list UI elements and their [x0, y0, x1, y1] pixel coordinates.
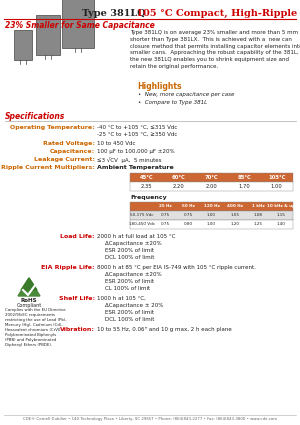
Text: ESR 200% of limit: ESR 200% of limit: [105, 248, 154, 253]
Text: CL 100% of limit: CL 100% of limit: [105, 286, 150, 291]
Text: ΔCapacitance ±20%: ΔCapacitance ±20%: [105, 272, 162, 277]
Text: 2000 h at full load at 105 °C: 2000 h at full load at 105 °C: [97, 234, 176, 239]
Bar: [130, 220, 293, 229]
Text: 1.25: 1.25: [254, 221, 262, 226]
Text: 400 Hz: 400 Hz: [227, 204, 243, 207]
Bar: [130, 182, 293, 191]
Text: 0.75: 0.75: [160, 221, 169, 226]
Text: 0.80: 0.80: [184, 221, 193, 226]
Text: 23% Smaller for Same Capacitance: 23% Smaller for Same Capacitance: [5, 21, 155, 30]
Text: 1.20: 1.20: [230, 221, 239, 226]
Text: 1.70: 1.70: [238, 184, 250, 189]
Text: 1.08: 1.08: [254, 212, 262, 216]
Text: ΔCapacitance ± 20%: ΔCapacitance ± 20%: [105, 303, 164, 308]
Text: Operating Temperature:: Operating Temperature:: [10, 125, 95, 130]
Text: 105 °C Compact, High-Ripple Snap-in: 105 °C Compact, High-Ripple Snap-in: [133, 9, 300, 18]
Bar: [14, 30, 32, 60]
Text: Complies with the EU Directive
2002/95/EC requirements
restricting the use of Le: Complies with the EU Directive 2002/95/E…: [5, 308, 67, 347]
Text: Capacitance:: Capacitance:: [50, 149, 95, 154]
Text: 1.05: 1.05: [230, 212, 239, 216]
Text: 1000 h at 105 °C,: 1000 h at 105 °C,: [97, 296, 146, 301]
Text: ≤3 √CV  μA,  5 minutes: ≤3 √CV μA, 5 minutes: [97, 157, 161, 163]
Text: 50-175 Vdc: 50-175 Vdc: [130, 212, 153, 216]
Text: Specifications: Specifications: [5, 112, 65, 121]
Text: ESR 200% of limit: ESR 200% of limit: [105, 279, 154, 284]
Text: 2.20: 2.20: [173, 184, 185, 189]
Polygon shape: [21, 278, 37, 290]
Text: 1.00: 1.00: [207, 221, 216, 226]
Text: Type 381LQ: Type 381LQ: [82, 9, 146, 18]
Bar: [130, 202, 293, 211]
Text: 70°C: 70°C: [205, 175, 218, 179]
Text: 0.75: 0.75: [184, 212, 193, 216]
Text: 25 Hz: 25 Hz: [159, 204, 171, 207]
Text: Rated Voltage:: Rated Voltage:: [43, 141, 95, 146]
Text: RoHS: RoHS: [21, 298, 37, 303]
Text: 1.00: 1.00: [271, 184, 283, 189]
Text: 10 kHz & up: 10 kHz & up: [267, 204, 296, 207]
Bar: [36, 15, 60, 55]
Text: Frequency: Frequency: [130, 195, 167, 200]
Text: 2.00: 2.00: [206, 184, 218, 189]
Text: 1.00: 1.00: [207, 212, 216, 216]
Text: 100 μF to 100,000 μF ±20%: 100 μF to 100,000 μF ±20%: [97, 149, 175, 154]
Text: 1.15: 1.15: [277, 212, 286, 216]
Text: 120 Hz: 120 Hz: [204, 204, 219, 207]
Bar: [62, 0, 94, 48]
Text: 85°C: 85°C: [237, 175, 251, 179]
Bar: [130, 173, 293, 182]
Text: DCL 100% of limit: DCL 100% of limit: [105, 317, 154, 322]
Text: 60°C: 60°C: [172, 175, 186, 179]
Text: 8000 h at 85 °C per EIA IS-749 with 105 °C ripple current.: 8000 h at 85 °C per EIA IS-749 with 105 …: [97, 265, 256, 270]
Text: Shelf Life:: Shelf Life:: [59, 296, 95, 301]
Text: ESR 200% of limit: ESR 200% of limit: [105, 310, 154, 315]
Text: 50 Hz: 50 Hz: [182, 204, 195, 207]
Text: 2.35: 2.35: [140, 184, 152, 189]
Text: Type 381LQ is on average 23% smaller and more than 5 mm
shorter than Type 381LX.: Type 381LQ is on average 23% smaller and…: [130, 30, 300, 69]
Text: 105°C: 105°C: [268, 175, 285, 179]
Text: 1 kHz: 1 kHz: [252, 204, 264, 207]
Text: Highlights: Highlights: [138, 82, 182, 91]
Text: 45°C: 45°C: [140, 175, 153, 179]
Text: 1.40: 1.40: [277, 221, 286, 226]
Text: •  New, more capacitance per case: • New, more capacitance per case: [138, 92, 234, 97]
Text: 180-450 Vdc: 180-450 Vdc: [129, 221, 154, 226]
Text: EIA Ripple Life:: EIA Ripple Life:: [41, 265, 95, 270]
Text: Load Life:: Load Life:: [60, 234, 95, 239]
Text: 10 to 55 Hz, 0.06" and 10 g max, 2 h each plane: 10 to 55 Hz, 0.06" and 10 g max, 2 h eac…: [97, 327, 232, 332]
Bar: [130, 211, 293, 220]
Text: Ripple Current Multipliers:: Ripple Current Multipliers:: [1, 165, 95, 170]
Text: Vibration:: Vibration:: [60, 327, 95, 332]
Text: Ambient Temperature: Ambient Temperature: [97, 165, 174, 170]
Text: DCL 100% of limit: DCL 100% of limit: [105, 255, 154, 260]
Polygon shape: [18, 278, 40, 296]
Text: •  Compare to Type 381L: • Compare to Type 381L: [138, 100, 207, 105]
Text: 0.75: 0.75: [160, 212, 169, 216]
Text: CDE® Cornell Dubilier • 140 Technology Place • Liberty, SC 29657 • Phone: (864)8: CDE® Cornell Dubilier • 140 Technology P…: [23, 417, 277, 421]
Text: Compliant: Compliant: [16, 303, 42, 308]
Text: ΔCapacitance ±20%: ΔCapacitance ±20%: [105, 241, 162, 246]
Text: 10 to 450 Vdc: 10 to 450 Vdc: [97, 141, 136, 146]
Text: -40 °C to +105 °C, ≤315 Vdc
-25 °C to +105 °C, ≥350 Vdc: -40 °C to +105 °C, ≤315 Vdc -25 °C to +1…: [97, 125, 177, 136]
Text: Leakage Current:: Leakage Current:: [34, 157, 95, 162]
